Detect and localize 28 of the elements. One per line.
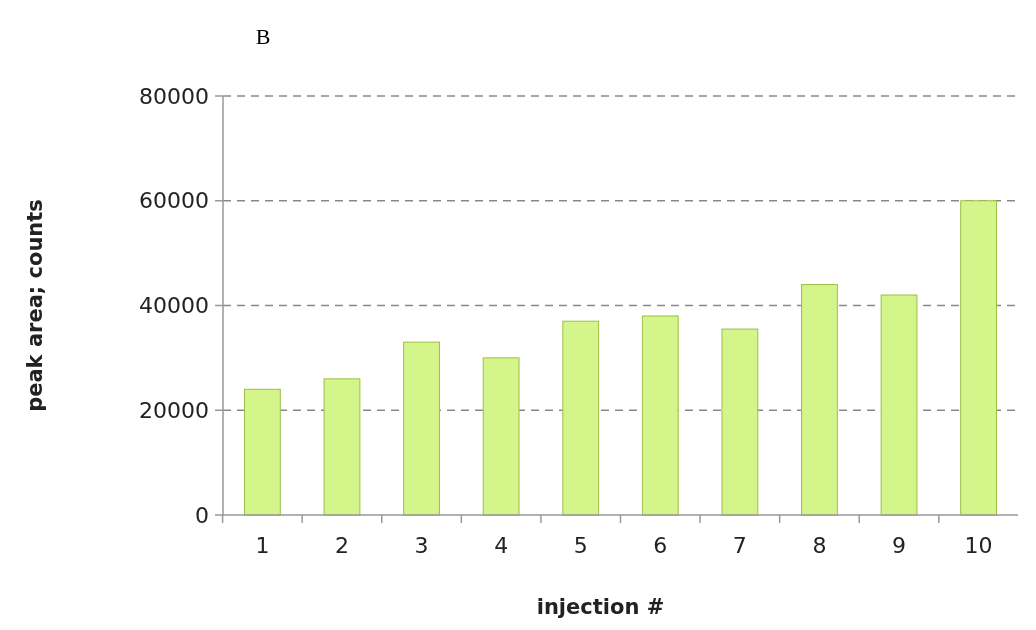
bar bbox=[721, 328, 759, 516]
bar bbox=[403, 341, 440, 516]
y-tick-label: 80000 bbox=[139, 83, 209, 109]
x-tick-label: 4 bbox=[494, 533, 509, 558]
x-tick-label: 10 bbox=[964, 533, 993, 558]
x-tick-label: 2 bbox=[334, 533, 349, 558]
y-tick-label: 20000 bbox=[139, 397, 209, 423]
bar bbox=[960, 200, 998, 516]
bar bbox=[562, 320, 600, 516]
bar bbox=[641, 315, 679, 516]
bar bbox=[243, 388, 281, 516]
y-tick-label: 0 bbox=[195, 502, 209, 528]
y-tick-label: 60000 bbox=[139, 188, 209, 214]
x-tick-label: 1 bbox=[255, 533, 270, 558]
bar bbox=[880, 294, 918, 516]
x-tick-label: 5 bbox=[573, 533, 588, 558]
x-tick-label: 9 bbox=[892, 533, 907, 558]
x-tick-label: 3 bbox=[414, 533, 429, 558]
bar bbox=[323, 378, 361, 516]
chart-title: B bbox=[255, 24, 271, 49]
y-axis-title: peak area; counts bbox=[23, 199, 47, 412]
bar bbox=[482, 357, 520, 516]
x-tick-label: 8 bbox=[812, 533, 827, 558]
bar bbox=[801, 284, 838, 516]
x-tick-label: 6 bbox=[653, 533, 668, 558]
x-axis-title: injection # bbox=[536, 595, 665, 619]
x-tick-label: 7 bbox=[732, 533, 747, 558]
y-tick-label: 40000 bbox=[139, 293, 209, 319]
